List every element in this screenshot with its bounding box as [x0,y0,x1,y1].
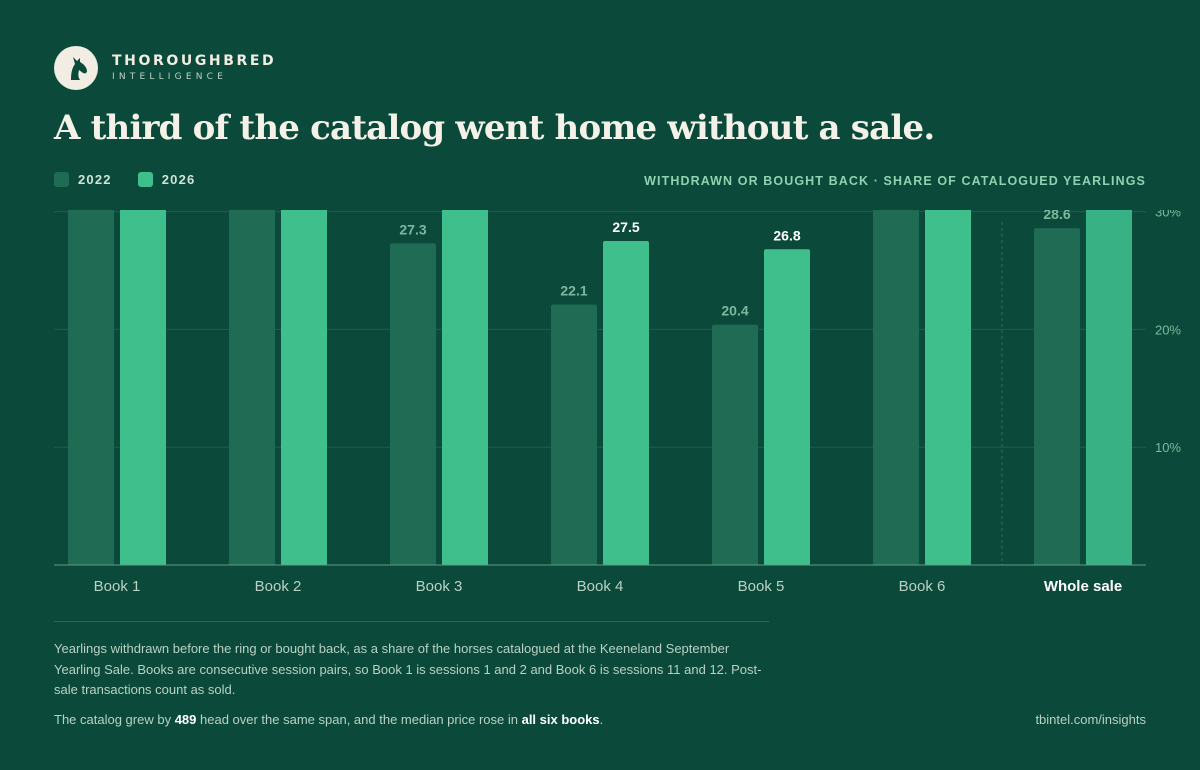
closing-number: 489 [174,712,197,727]
bar-2026-6 [925,210,971,565]
x-tick-label-2: Book 2 [255,578,302,595]
bar-2022-2 [229,210,275,565]
brand-subtitle: INTELLIGENCE [112,72,228,82]
legend-label-2022: 2022 [78,172,112,187]
closing-post: . [599,712,604,727]
value-label-2022-7: 28.6 [1043,210,1070,222]
bar-2026-1 [120,210,166,565]
chart-legend: 2022 2026 [54,172,221,187]
legend-item-2022: 2022 [54,172,112,187]
x-tick-label-6: Book 6 [899,578,946,595]
brand-name: THOROUGHBRED [112,53,277,69]
x-tick-label-3: Book 3 [416,578,463,595]
x-tick-label-5: Book 5 [738,578,785,595]
site-link[interactable]: tbintel.com/insights [1035,712,1146,727]
bar-2022-4 [551,304,597,565]
value-label-2026-5: 26.8 [773,227,800,243]
legend-item-2026: 2026 [137,172,196,187]
value-label-2022-4: 22.1 [560,283,587,299]
bar-2022-3 [390,243,436,565]
x-tick-label-4: Book 4 [577,578,624,595]
footnote: Yearlings withdrawn before the ring or b… [54,641,762,697]
y-tick-label-10: 10% [1155,440,1181,455]
bar-2022-7 [1034,228,1080,566]
closing-note: The catalog grew by 489 head over the sa… [54,712,603,727]
closing-pre: The catalog grew by [54,712,175,727]
x-tick-label-7: Whole sale [1044,578,1122,595]
legend-swatch-2022 [54,172,69,187]
y-tick-label-30: 30% [1155,210,1181,220]
legend-swatch-2026 [137,172,153,187]
legend-label-2026: 2026 [161,172,196,187]
y-tick-label-20: 20% [1155,322,1181,337]
bar-2026-2 [281,210,327,565]
bar-2022-6 [873,210,919,565]
value-label-2026-4: 27.5 [612,219,639,235]
value-label-2022-5: 20.4 [721,303,748,319]
bar-2026-3 [442,210,488,565]
bar-2022-5 [712,324,758,565]
brand: THOROUGHBRED INTELLIGENCE [54,46,276,90]
page-title: A third of the catalog went home without… [54,108,935,148]
horse-head-icon [54,46,98,90]
closing-bold: all six books [521,712,600,727]
bar-2022-1 [68,210,114,565]
chart-subtitle: WITHDRAWN OR BOUGHT BACK · SHARE OF CATA… [644,174,1146,188]
x-tick-label-1: Book 1 [94,578,141,595]
bar-2026-5 [764,249,810,565]
bar-2026-4 [603,241,649,566]
value-label-2022-3: 27.3 [399,221,426,237]
bar-chart: 10%20%30%40%50%36.138.7Book 135.738.1Boo… [54,210,1181,595]
bar-2026-7 [1086,210,1132,565]
closing-mid: head over the same span, and the median … [196,712,522,727]
footer-divider [54,621,769,622]
